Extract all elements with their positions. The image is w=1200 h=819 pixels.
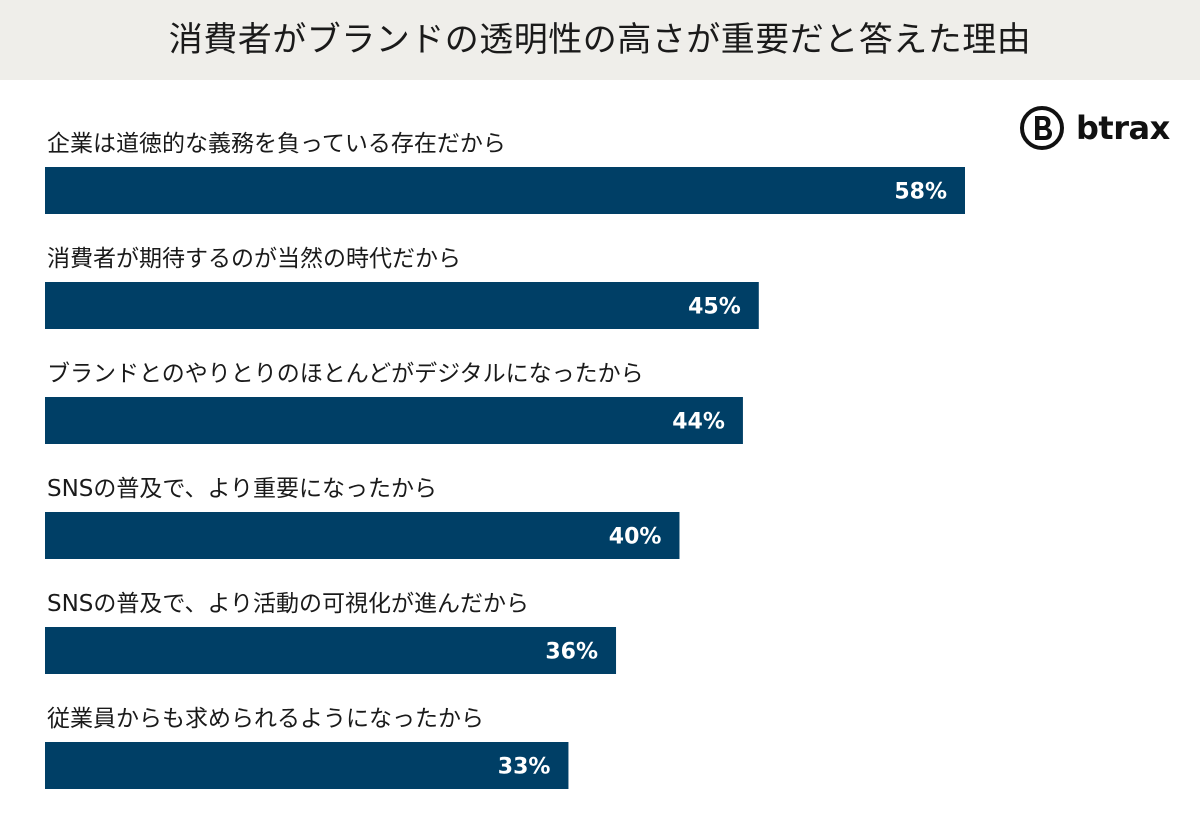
brand-name: btrax bbox=[1076, 109, 1170, 147]
category-label: 消費者が期待するのが当然の時代だから bbox=[47, 246, 461, 272]
value-label: 33% bbox=[498, 755, 551, 780]
value-label: 40% bbox=[609, 525, 662, 550]
category-label: 従業員からも求められるようになったから bbox=[47, 706, 484, 732]
bar bbox=[45, 167, 965, 214]
value-label: 36% bbox=[545, 640, 598, 665]
category-label: SNSの普及で、より重要になったから bbox=[47, 476, 437, 502]
bar bbox=[45, 282, 759, 329]
bar bbox=[45, 627, 617, 674]
category-label: 企業は道徳的な義務を負っている存在だから bbox=[47, 131, 506, 157]
title-bar bbox=[0, 0, 1200, 80]
value-label: 58% bbox=[894, 180, 947, 205]
btrax-b-logo-icon bbox=[1020, 106, 1064, 150]
chart-title: 消費者がブランドの透明性の高さが重要だと答えた理由 bbox=[168, 20, 1032, 60]
category-label: ブランドとのやりとりのほとんどがデジタルになったから bbox=[47, 361, 644, 387]
category-label: SNSの普及で、より活動の可視化が進んだから bbox=[47, 591, 529, 617]
bar bbox=[45, 742, 569, 789]
value-label: 44% bbox=[672, 410, 725, 435]
bar bbox=[45, 512, 680, 559]
bar bbox=[45, 397, 743, 444]
value-label: 45% bbox=[688, 295, 741, 320]
